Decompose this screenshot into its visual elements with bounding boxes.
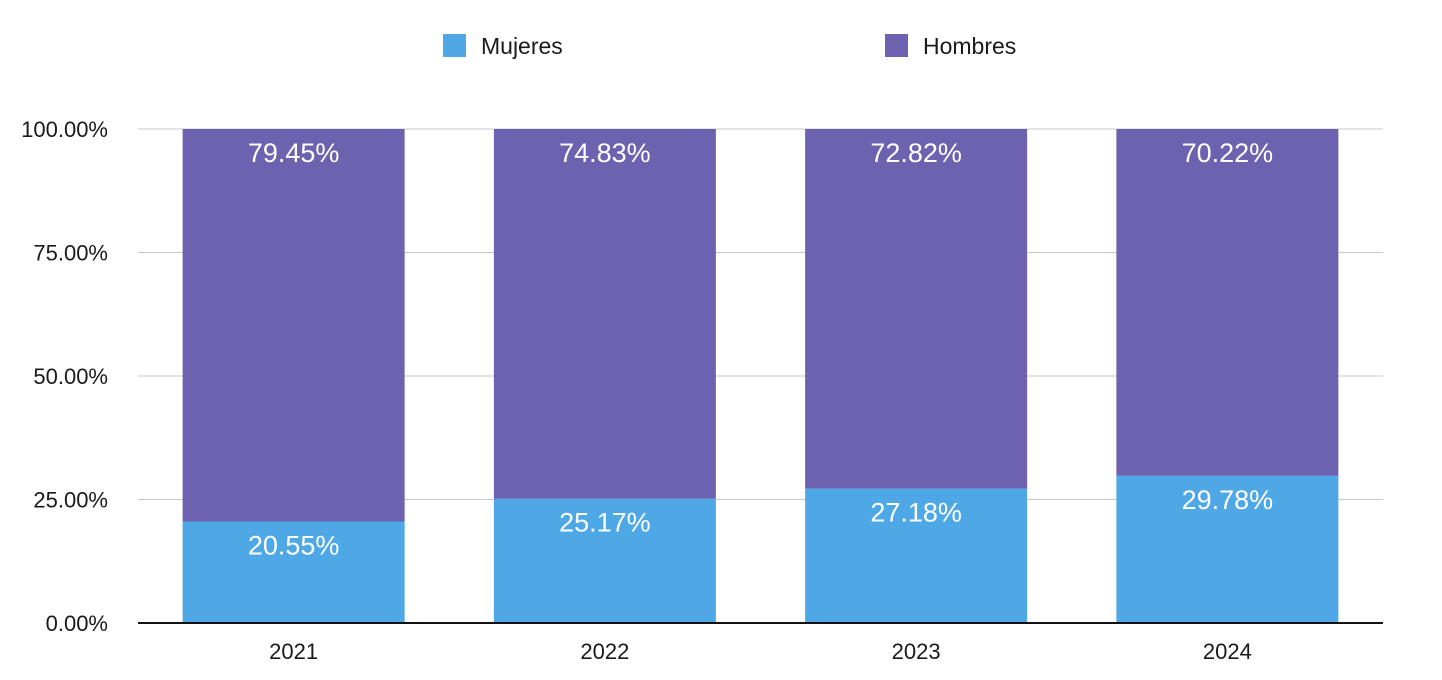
chart-legend: Mujeres Hombres — [443, 33, 1016, 59]
bar-mujeres-2022 — [493, 498, 716, 623]
y-axis: 0.00% 25.00% 50.00% 75.00% 100.00% — [21, 117, 108, 636]
legend-label-hombres: Hombres — [923, 33, 1016, 59]
bar-hombres-2021 — [182, 129, 405, 522]
y-tick-label: 50.00% — [33, 364, 108, 389]
x-tick-label: 2022 — [580, 639, 629, 664]
y-tick-label: 25.00% — [33, 488, 108, 513]
data-label-mujeres-2022: 25.17% — [559, 508, 651, 538]
y-tick-label: 0.00% — [46, 611, 108, 636]
x-tick-label: 2021 — [269, 639, 318, 664]
data-label-hombres-2024: 70.22% — [1182, 138, 1274, 168]
bar-mujeres-2024 — [1116, 475, 1339, 623]
legend-label-mujeres: Mujeres — [481, 33, 563, 59]
x-tick-label: 2024 — [1203, 639, 1252, 664]
data-label-mujeres-2021: 20.55% — [248, 530, 340, 560]
bars: 20.55% 79.45% 25.17% 74.83% 27.18% 72.82% 29.7… — [182, 129, 1339, 623]
bar-hombres-2022 — [493, 129, 716, 499]
legend-swatch-mujeres — [443, 34, 466, 57]
data-label-hombres-2022: 74.83% — [559, 138, 651, 168]
x-tick-label: 2023 — [892, 639, 941, 664]
data-label-mujeres-2024: 29.78% — [1182, 485, 1274, 515]
y-tick-label: 75.00% — [33, 241, 108, 266]
y-tick-label: 100.00% — [21, 117, 108, 142]
data-label-mujeres-2023: 27.18% — [870, 498, 962, 528]
legend-swatch-hombres — [885, 34, 908, 57]
x-axis: 2021 2022 2023 2024 — [138, 622, 1383, 664]
bar-hombres-2023 — [805, 129, 1028, 489]
data-label-hombres-2023: 72.82% — [870, 138, 962, 168]
bar-mujeres-2021 — [182, 521, 405, 623]
bar-hombres-2024 — [1116, 129, 1339, 476]
data-label-hombres-2021: 79.45% — [248, 138, 340, 168]
bar-mujeres-2023 — [805, 488, 1028, 623]
